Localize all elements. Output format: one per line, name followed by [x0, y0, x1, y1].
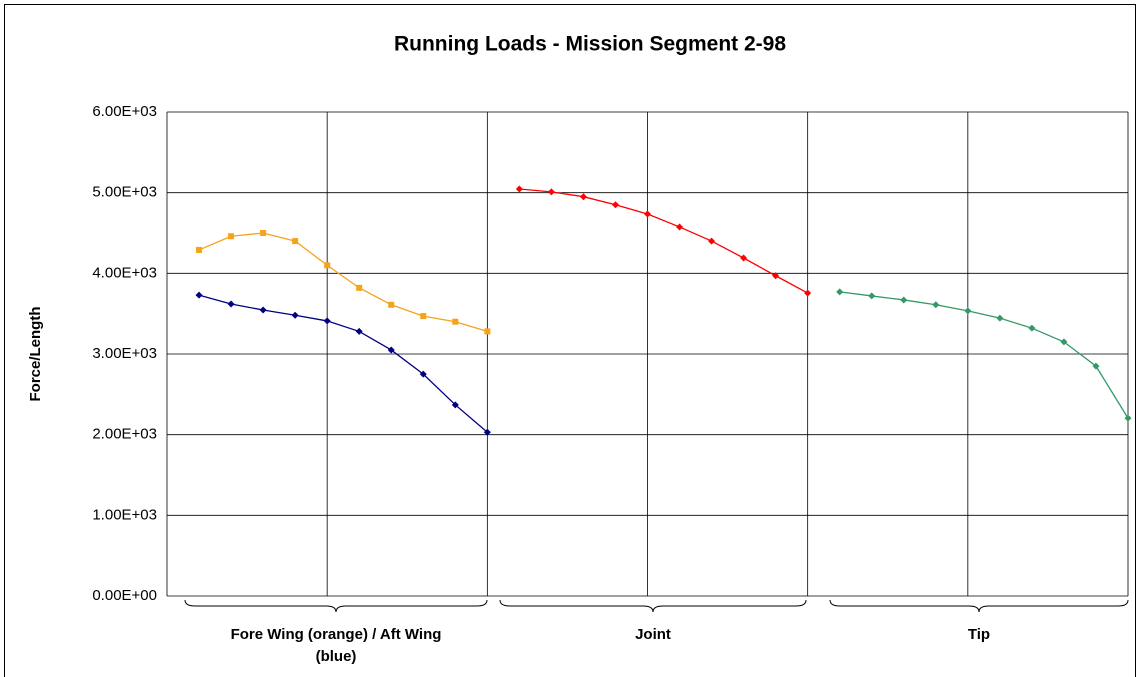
marker [419, 370, 427, 378]
marker [900, 296, 908, 304]
marker [484, 328, 491, 335]
marker [388, 301, 395, 308]
marker [515, 185, 523, 193]
y-tick-label: 1.00E+03 [92, 506, 157, 523]
marker [1092, 362, 1100, 370]
marker [932, 301, 940, 309]
group-label: Fore Wing (orange) / Aft Wing (blue) [230, 626, 442, 665]
marker [259, 306, 267, 314]
marker [228, 233, 235, 240]
marker [1028, 324, 1036, 332]
y-axis-label: Force/Length [27, 306, 44, 401]
group-label: Tip [967, 626, 991, 643]
marker [227, 300, 235, 308]
marker [355, 327, 363, 335]
marker [611, 201, 619, 209]
marker [356, 284, 363, 291]
series-line [519, 188, 808, 294]
marker [547, 188, 555, 196]
chart-title: Running Loads - Mission Segment 2-98 [394, 33, 786, 56]
chart-frame [4, 4, 1136, 677]
series-line [198, 232, 488, 333]
marker [996, 314, 1004, 322]
marker [196, 246, 203, 253]
marker [740, 254, 748, 262]
marker [868, 292, 876, 300]
marker [323, 317, 331, 325]
marker [804, 289, 812, 297]
marker [260, 230, 267, 236]
y-tick-label: 5.00E+03 [92, 184, 157, 201]
marker [452, 318, 459, 325]
y-tick-label: 4.00E+03 [92, 264, 157, 281]
y-tick-label: 3.00E+03 [92, 345, 157, 362]
group-brace [499, 599, 807, 613]
series-line [198, 294, 488, 433]
y-tick-label: 2.00E+03 [92, 426, 157, 443]
marker [387, 346, 395, 354]
marker [964, 307, 972, 315]
marker [772, 272, 780, 280]
marker [195, 291, 203, 299]
group-brace [184, 599, 488, 613]
marker [676, 223, 684, 231]
marker [1124, 414, 1132, 422]
series-line [839, 291, 1129, 419]
marker [579, 193, 587, 201]
marker [1060, 338, 1068, 346]
marker [420, 313, 427, 320]
marker [451, 401, 459, 409]
marker [483, 428, 491, 436]
marker [324, 262, 331, 269]
marker [836, 288, 844, 296]
marker [292, 238, 299, 245]
marker [644, 210, 651, 218]
group-brace [829, 599, 1129, 613]
y-tick-label: 0.00E+00 [92, 587, 157, 604]
y-tick-label: 6.00E+03 [92, 103, 157, 120]
marker [291, 311, 299, 319]
marker [708, 237, 716, 245]
group-label: Joint [635, 626, 671, 643]
